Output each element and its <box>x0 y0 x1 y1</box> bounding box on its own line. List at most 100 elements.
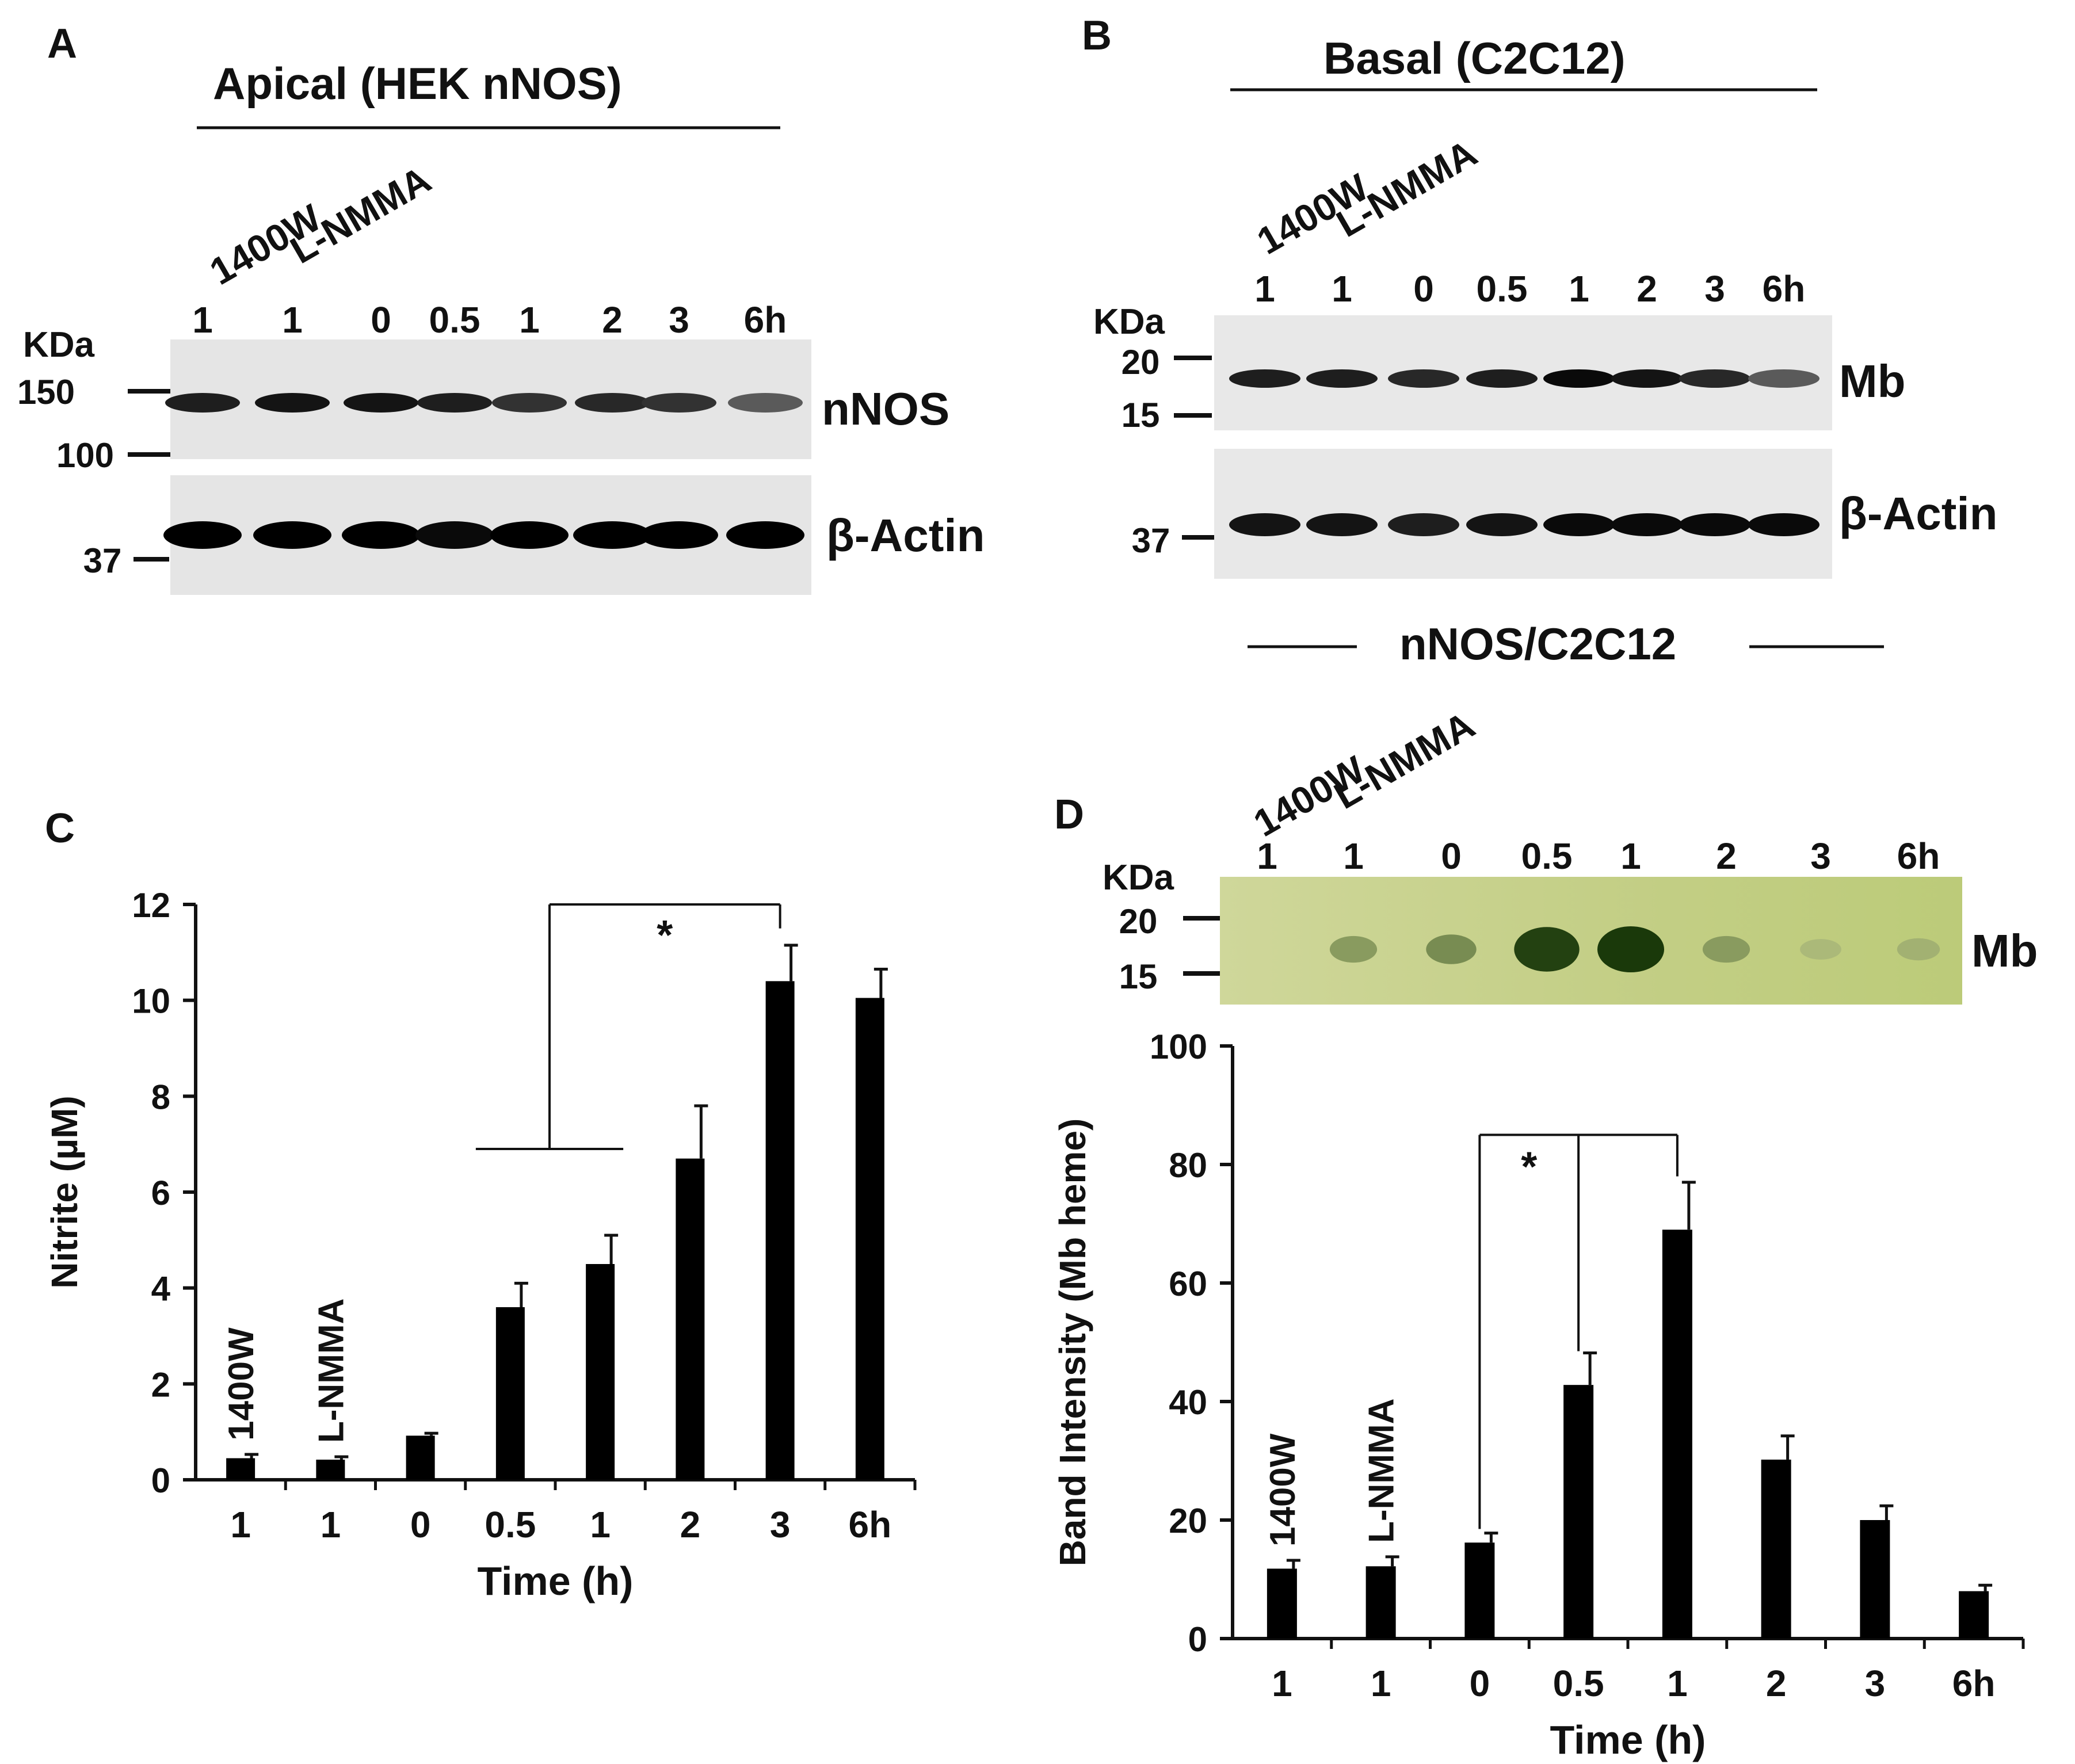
band <box>1514 927 1580 972</box>
band <box>492 393 567 413</box>
lane-label: 2 <box>1716 835 1737 877</box>
lane-label: 3 <box>1810 835 1831 877</box>
bar <box>1563 1385 1594 1639</box>
band <box>1611 369 1683 388</box>
band <box>1611 513 1683 536</box>
inhibitor-bar-label: L-NMMA <box>1362 1398 1402 1542</box>
marker-37: 37 <box>1132 521 1170 560</box>
band <box>1229 369 1300 388</box>
marker-15: 15 <box>1119 957 1158 996</box>
band-label-actin: β-Actin <box>826 510 985 561</box>
marker-15: 15 <box>1122 396 1160 434</box>
band <box>1306 369 1378 388</box>
bar <box>495 1307 525 1480</box>
marker-37: 37 <box>83 541 122 580</box>
lane-labels: 1 1 0 0.5 1 2 3 6h <box>192 299 787 341</box>
bar <box>316 1460 345 1480</box>
bar <box>855 998 884 1480</box>
x-tick-label: 6h <box>1952 1663 1996 1704</box>
band <box>163 521 242 549</box>
y-tick-label: 12 <box>132 886 170 925</box>
lane-label: 6h <box>744 299 787 341</box>
panel-letter: C <box>45 805 75 852</box>
band <box>255 393 330 413</box>
bands <box>1329 926 1940 972</box>
panel-d: nNOS/C2C12 D 1400W L-NMMA 1 1 0 0.5 1 2 3 6h KD… <box>1052 618 2038 1762</box>
band <box>1597 926 1664 972</box>
band <box>1679 369 1750 388</box>
band <box>1388 513 1459 536</box>
x-tick-label: 1 <box>1371 1663 1391 1704</box>
x-tick-label: 6h <box>849 1504 892 1545</box>
band <box>1306 513 1378 536</box>
lane-label: 6h <box>1897 835 1940 877</box>
lane-label: 0 <box>1413 268 1434 310</box>
bar-chart-band-intensity: 0 20 40 60 80 100 1 1 0 0.5 1 2 3 6h Time (h) Band Inte… <box>1052 1028 2025 1762</box>
y-tick-label: 8 <box>151 1078 170 1116</box>
marker-20: 20 <box>1122 343 1160 381</box>
lane-label: 3 <box>669 299 689 341</box>
lane-label: 0 <box>1441 835 1462 877</box>
lane-label: 1 <box>1343 835 1364 877</box>
x-tick-label: 1 <box>590 1504 611 1545</box>
significance-star: * <box>1521 1144 1537 1190</box>
bar <box>676 1158 705 1480</box>
blot-actin-membrane <box>1214 449 1832 579</box>
y-tick-label: 0 <box>1188 1620 1207 1659</box>
marker-100: 100 <box>56 436 114 475</box>
band <box>1897 938 1940 961</box>
band-label-mb: Mb <box>1839 356 1906 407</box>
kda-label: KDa <box>23 325 95 365</box>
x-axis-title: Time (h) <box>478 1559 634 1603</box>
lane-label: 1 <box>1569 268 1589 310</box>
lane-label: 6h <box>1763 268 1806 310</box>
inhibitor-bar-label: 1400W <box>222 1327 261 1441</box>
bar <box>586 1264 615 1480</box>
marker-20: 20 <box>1119 902 1158 941</box>
lane-label: 1 <box>519 299 540 341</box>
band <box>1543 513 1615 536</box>
band <box>165 393 240 413</box>
x-tick-label: 2 <box>680 1504 701 1545</box>
bands <box>163 393 804 549</box>
bar <box>226 1458 255 1480</box>
marker-150: 150 <box>17 373 75 411</box>
band <box>573 521 651 549</box>
band <box>1466 369 1538 388</box>
band <box>1702 936 1750 963</box>
lane-label: 0.5 <box>429 299 480 341</box>
lane-label: 0.5 <box>1477 268 1528 310</box>
band <box>1426 934 1477 964</box>
x-axis-title: Time (h) <box>1550 1717 1706 1762</box>
band <box>640 521 718 549</box>
band <box>342 521 420 549</box>
blot-header: nNOS/C2C12 <box>1399 618 1676 669</box>
band <box>490 521 569 549</box>
y-tick-label: 80 <box>1169 1146 1207 1185</box>
y-tick-label: 40 <box>1169 1383 1207 1422</box>
band <box>1543 369 1615 388</box>
x-tick-label: 1 <box>1272 1663 1292 1704</box>
lane-labels: 1 1 0 0.5 1 2 3 6h <box>1257 835 1940 877</box>
y-tick-label: 4 <box>151 1270 171 1308</box>
x-tick-label: 2 <box>1766 1663 1787 1704</box>
bar <box>1662 1230 1692 1639</box>
band <box>1748 369 1820 388</box>
x-tick-label: 1 <box>230 1504 251 1545</box>
bar <box>1959 1591 1989 1639</box>
y-tick-label: 60 <box>1169 1265 1207 1303</box>
bar <box>1860 1520 1890 1639</box>
band <box>642 393 716 413</box>
x-tick-label: 1 <box>1667 1663 1688 1704</box>
band-label-nnos: nNOS <box>822 383 949 434</box>
bands <box>1229 369 1820 536</box>
y-tick-label: 20 <box>1169 1502 1207 1540</box>
lane-label: 1 <box>282 299 303 341</box>
band <box>1748 513 1820 536</box>
band <box>417 393 492 413</box>
band <box>1466 513 1538 536</box>
band <box>575 393 650 413</box>
